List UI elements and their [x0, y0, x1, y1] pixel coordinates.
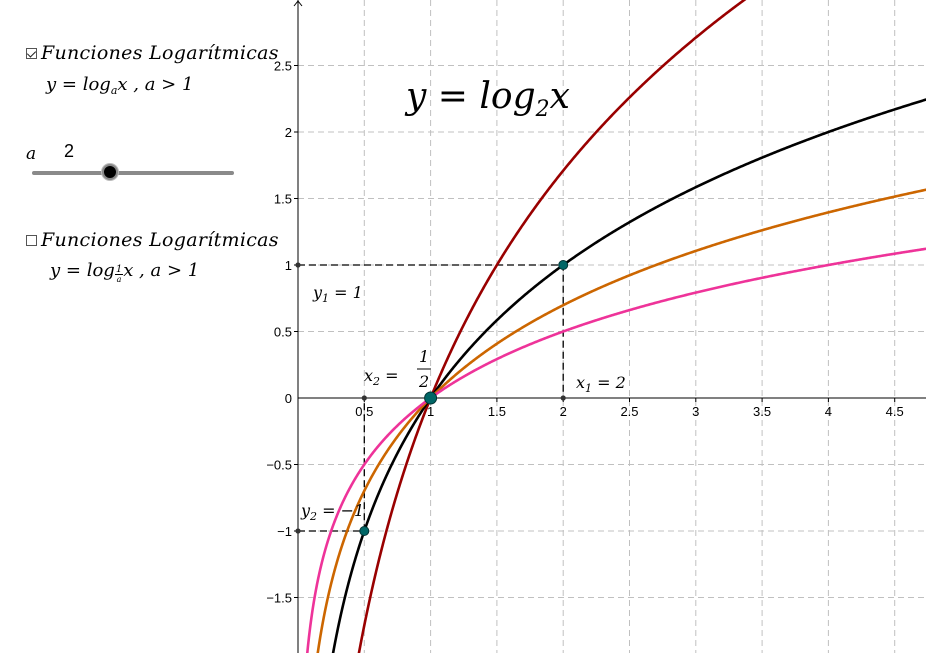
- axis-marker: [361, 395, 367, 401]
- curve-point[interactable]: [558, 260, 569, 270]
- x-tick-labels: 0.5 1 1.5 2 2.5 3 3.5 4 4.5: [355, 404, 903, 419]
- label-x2-equals: =: [380, 366, 399, 385]
- label-y2: y2 = −1: [300, 501, 364, 523]
- label-x2: x2 =: [364, 366, 399, 388]
- y-tick-label: −1.5: [266, 591, 292, 606]
- axis-marker: [295, 262, 301, 268]
- curve-point[interactable]: [359, 526, 370, 536]
- label-x2-numerator: 1: [419, 347, 429, 366]
- label-y1: y1 = 1: [312, 283, 363, 305]
- y-tick-label: 1: [285, 258, 292, 273]
- formula-log-a-rhs: x , a > 1: [117, 74, 194, 95]
- x-tick-label: 1.5: [488, 404, 506, 419]
- formula-log-inv-a-rhs: x , a > 1: [123, 260, 200, 281]
- label-y1-value: = 1: [329, 283, 363, 302]
- x-tick-label: 4.5: [886, 404, 904, 419]
- axis-marker: [295, 528, 301, 534]
- label-x1: x1 = 2: [576, 373, 626, 395]
- label-x2-var: x: [364, 366, 373, 385]
- label-y2-var: y: [300, 501, 311, 520]
- x-tick-label: 3.5: [753, 404, 771, 419]
- x-tick-label: 0.5: [355, 404, 373, 419]
- axis-marker: [560, 395, 566, 401]
- checkbox-log-a[interactable]: [26, 47, 37, 59]
- graph-title-rhs: x: [550, 76, 570, 117]
- formula-base-numerator: 1: [114, 264, 124, 275]
- x-tick-label: 2: [560, 404, 567, 419]
- y-tick-label: −1: [277, 524, 292, 539]
- checkbox-row-log-inv-a[interactable]: Funciones Logarítmicas: [26, 229, 279, 251]
- y-axis-arrow: [293, 0, 303, 7]
- log-curve[interactable]: [355, 0, 771, 653]
- graph-title-sub: 2: [535, 97, 550, 122]
- x-tick-label: 1: [427, 404, 434, 419]
- axes: [293, 0, 926, 653]
- slider-knob-a[interactable]: [102, 164, 119, 180]
- checkbox-label-log-a: Funciones Logarítmicas: [41, 42, 279, 64]
- formula-base-denominator: a: [116, 275, 122, 284]
- label-y1-sub: 1: [322, 292, 329, 305]
- label-y1-var: y: [312, 283, 323, 302]
- slider-track-a[interactable]: [32, 171, 234, 175]
- slider-value: 2: [64, 141, 75, 161]
- formula-log-a-lhs: y = log: [46, 74, 111, 95]
- formula-log-a: y = logax , a > 1: [46, 74, 193, 97]
- label-y2-sub: 2: [309, 510, 317, 523]
- label-x2-denominator: 2: [418, 372, 429, 391]
- x-tick-label: 4: [825, 404, 832, 419]
- y-tick-label: 2: [285, 125, 292, 140]
- y-tick-label: 0.5: [274, 325, 292, 340]
- log-curve[interactable]: [330, 98, 926, 653]
- formula-log-inv-a-lhs: y = log: [50, 260, 115, 281]
- log-curves: [305, 0, 926, 653]
- graph-title: y = log2x: [404, 76, 570, 122]
- checkbox-label-log-inv-a: Funciones Logarítmicas: [41, 229, 279, 251]
- x-tick-label: 3: [692, 404, 699, 419]
- grid: [298, 0, 926, 653]
- slider-name-a: a: [26, 144, 37, 164]
- side-panel: Funciones Logarítmicas y = logax , a > 1…: [0, 0, 300, 653]
- curve-point[interactable]: [424, 391, 438, 405]
- checkbox-log-inv-a[interactable]: [26, 234, 37, 246]
- log-curve[interactable]: [315, 188, 926, 653]
- y-tick-label: 0: [285, 391, 292, 406]
- y-tick-label: 2.5: [274, 59, 292, 74]
- y-tick-labels: 2.5 2 1.5 1 0.5 0 −0.5 −1 −1.5: [266, 59, 292, 606]
- y-tick-label: −0.5: [266, 458, 292, 473]
- label-x1-var: x: [576, 373, 585, 392]
- points: [295, 260, 569, 536]
- label-x2-sub: 2: [372, 375, 380, 388]
- label-x1-value: = 2: [592, 373, 626, 392]
- formula-log-inv-a: y = log 1 a x , a > 1: [50, 260, 199, 284]
- checkbox-row-log-a[interactable]: Funciones Logarítmicas: [26, 42, 279, 64]
- log-curve[interactable]: [305, 247, 926, 653]
- label-y2-value: = −1: [317, 501, 364, 520]
- graph-title-lhs: y = log: [404, 76, 536, 117]
- formula-log-a-base: a: [110, 84, 118, 97]
- x-tick-label: 2.5: [620, 404, 638, 419]
- label-x1-sub: 1: [585, 382, 592, 395]
- y-tick-label: 1.5: [274, 192, 292, 207]
